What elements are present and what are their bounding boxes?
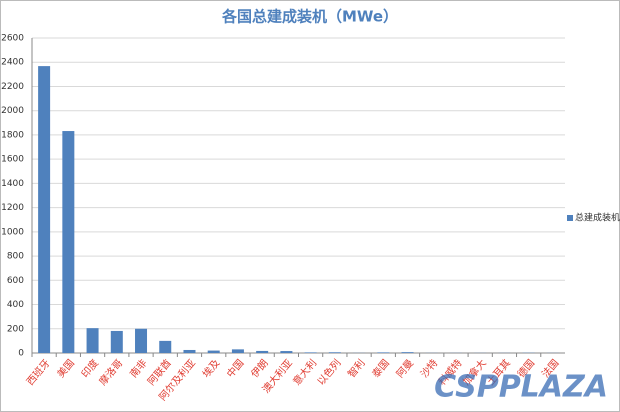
y-tick-label: 1400 (1, 179, 24, 189)
y-tick-label: 800 (7, 252, 24, 262)
bar (280, 351, 293, 353)
bar (207, 350, 220, 353)
y-tick-label: 1800 (1, 130, 24, 140)
bar (159, 340, 172, 353)
y-tick-label: 1000 (1, 227, 24, 237)
y-tick-label: 2000 (1, 106, 24, 116)
y-tick-label: 400 (7, 300, 24, 310)
y-tick-label: 600 (7, 276, 24, 286)
bar (231, 349, 244, 353)
y-tick-label: 1200 (1, 203, 24, 213)
bar (304, 352, 317, 353)
y-tick-label: 0 (18, 349, 24, 359)
bar (86, 328, 99, 353)
bar (38, 66, 51, 353)
bar (62, 131, 75, 353)
bar (328, 352, 341, 353)
legend-swatch (567, 215, 573, 221)
legend-label: 总建成装机 (575, 212, 620, 224)
bar (135, 328, 148, 353)
y-tick-label: 2400 (1, 58, 24, 68)
bar (401, 352, 414, 353)
bar (110, 330, 123, 353)
y-tick-label: 2600 (1, 34, 24, 44)
y-tick-label: 1600 (1, 155, 24, 165)
y-tick-label: 200 (7, 324, 24, 334)
bar (256, 350, 269, 353)
bar (377, 352, 390, 353)
y-tick-label: 2200 (1, 82, 24, 92)
chart-title: 各国总建成装机（MWe） (221, 8, 398, 26)
bar (183, 349, 196, 353)
watermark: CSPPLAZA (434, 370, 608, 405)
